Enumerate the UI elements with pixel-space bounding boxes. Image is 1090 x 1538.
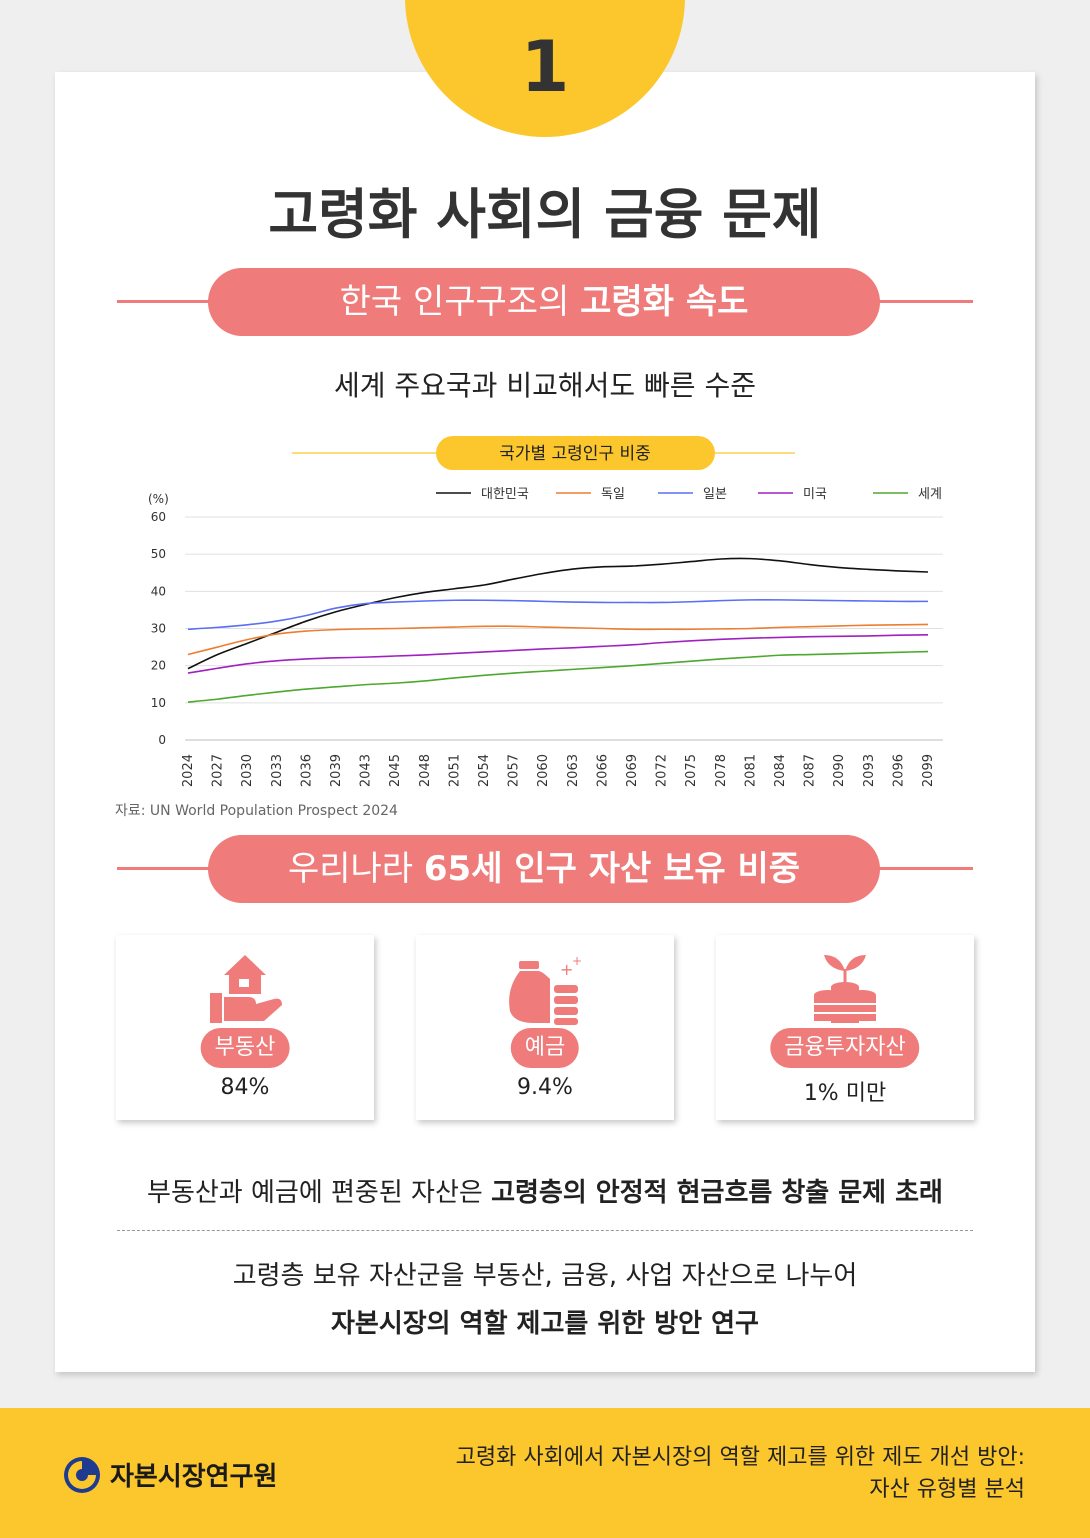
series-line-미국 [187,634,929,674]
x-tick-label: 2051 [447,754,462,787]
stat-value: 84% [220,1075,270,1100]
sprout-coins-icon [814,955,876,1023]
y-tick-label: 60 [151,510,166,524]
section1-line-left [117,300,217,303]
legend-label: 세계 [918,487,942,502]
x-tick-label: 2072 [655,754,670,787]
logo-text: 자본시장연구원 [110,1462,278,1492]
x-tick-label: 2033 [270,754,285,787]
section2-header: 우리나라 65세 인구 자산 보유 비중 [208,835,880,903]
research-note-bold: 자본시장의 역할 제고를 위한 방안 연구 [331,1309,759,1339]
y-tick-label: 30 [151,622,166,636]
dashed-divider [117,1230,973,1231]
legend-label: 일본 [703,487,727,502]
section2-label-normal: 우리나라 [287,849,424,889]
report-title: 고령화 사회에서 자본시장의 역할 제고를 위한 제도 개선 방안: 자산 유형… [456,1442,1025,1506]
y-axis-unit-label: (%) [148,492,169,506]
money-bag-coins-icon: + + [509,954,582,1025]
series-line-일본 [187,599,929,631]
x-tick-label: 2048 [418,754,433,787]
footer: 자본시장연구원 고령화 사회에서 자본시장의 역할 제고를 위한 제도 개선 방… [0,1408,1090,1538]
stat-card-financial-investment: 금융투자자산 1% 미만 [716,935,974,1120]
x-tick-label: 2099 [921,754,936,787]
x-tick-label: 2063 [566,754,581,787]
research-note: 고령층 보유 자산군을 부동산, 금융, 사업 자산으로 나누어 [232,1261,858,1291]
report-title-line1: 고령화 사회에서 자본시장의 역할 제고를 위한 제도 개선 방안: [455,1445,1025,1470]
stat-card-real-estate: 부동산 84% [116,935,374,1120]
y-tick-label: 20 [151,659,166,673]
x-tick-label: 2081 [743,754,758,787]
series-line-독일 [187,623,929,656]
x-tick-label: 2060 [536,754,551,787]
y-tick-label: 10 [151,696,166,710]
x-tick-label: 2043 [359,754,374,787]
legend-label: 독일 [601,487,625,502]
kcmi-logo-icon [64,1457,100,1493]
page-title: 고령화 사회의 금융 문제 [268,183,822,246]
section1-line-right [872,300,973,303]
section1-header: 한국 인구구조의 고령화 속도 [208,268,880,336]
stat-label: 금융투자자산 [770,1028,920,1068]
x-tick-label: 2039 [329,754,344,787]
conclusion-normal: 부동산과 예금에 편중된 자산은 [147,1178,492,1208]
chart-source: 자료: UN World Population Prospect 2024 [115,803,398,819]
x-tick-label: 2066 [595,754,610,787]
legend-label: 미국 [803,487,827,502]
section1-subtitle: 세계 주요국과 비교해서도 빠른 수준 [333,369,756,402]
stat-card-deposit: + + 예금 9.4% [416,935,674,1120]
stat-label: 부동산 [200,1028,290,1068]
x-tick-label: 2069 [625,754,640,787]
x-tick-label: 2024 [181,754,196,787]
badge-number: 1 [520,26,570,108]
stat-label: 예금 [510,1028,580,1068]
section2-label-bold: 65세 인구 자산 보유 비중 [423,849,801,889]
x-tick-label: 2084 [773,754,788,787]
y-tick-label: 40 [151,584,166,598]
x-tick-label: 2030 [240,754,255,787]
house-hand-icon [210,955,282,1023]
section2-line-left [117,867,217,870]
x-tick-label: 2087 [803,754,818,787]
section1-label-normal: 한국 인구구조의 [339,282,581,322]
chart-title: 국가별 고령인구 비중 [499,444,651,464]
stat-value: 1% 미만 [803,1081,887,1106]
x-tick-label: 2090 [832,754,847,787]
series-line-대한민국 [187,557,929,670]
x-tick-label: 2036 [299,754,314,787]
conclusion-note: 부동산과 예금에 편중된 자산은 고령층의 안정적 현금흐름 창출 문제 초래 [0,1172,1090,1209]
legend-label: 대한민국 [481,487,529,502]
chart-title-pill [436,436,715,470]
x-tick-label: 2054 [477,754,492,787]
x-tick-label: 2027 [211,754,226,787]
x-tick-label: 2096 [891,754,906,787]
svg-text:+: + [572,954,582,968]
svg-text:+: + [560,960,573,979]
x-tick-label: 2057 [507,754,522,787]
x-tick-label: 2045 [388,754,403,787]
y-tick-label: 0 [158,733,166,747]
report-title-line2: 자산 유형별 분석 [869,1477,1025,1502]
x-tick-label: 2075 [684,754,699,787]
stat-value: 9.4% [517,1075,573,1100]
section1-label-bold: 고령화 속도 [580,282,749,322]
y-tick-label: 50 [151,547,166,561]
section2-line-right [872,867,973,870]
x-tick-label: 2093 [862,754,877,787]
conclusion-bold: 고령층의 안정적 현금흐름 창출 문제 초래 [491,1178,943,1208]
series-line-세계 [187,650,929,703]
x-tick-label: 2078 [714,754,729,787]
